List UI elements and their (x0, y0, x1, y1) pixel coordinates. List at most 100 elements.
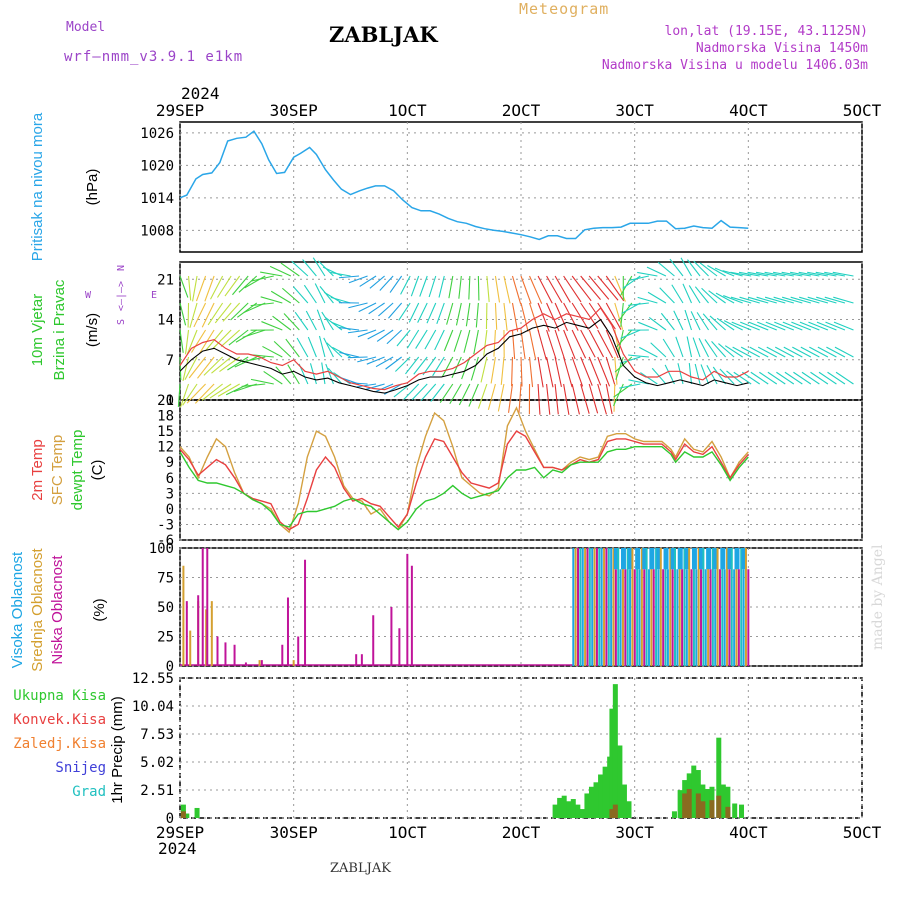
wind-barb (792, 346, 812, 358)
total-precip-bar (602, 766, 608, 818)
wind-barb (338, 275, 360, 279)
y-tick-label-r: 7.53 (140, 727, 174, 743)
wind-barb (546, 356, 554, 388)
y-tick-label-t: 9 (166, 455, 174, 471)
total-precip-bar (598, 774, 604, 818)
wind-barb (511, 275, 522, 305)
wind-barb (709, 315, 726, 331)
wind-dir-south: S (116, 319, 127, 325)
wind-barb (714, 267, 735, 277)
total-precip-bar (552, 804, 558, 818)
wind-barb (439, 383, 454, 403)
wind-barb (563, 329, 576, 360)
wind-barb (446, 302, 454, 325)
wind-barb (508, 383, 514, 413)
wind-barb (680, 257, 692, 277)
x-tick-label-top: 2OCT (502, 101, 541, 120)
wind-barb (597, 383, 607, 415)
wind-barb (520, 275, 532, 304)
wind-barb (620, 302, 624, 327)
wind-barb (194, 383, 215, 404)
wind-barb (781, 271, 803, 277)
y-tick-label-t: -6 (157, 533, 174, 549)
total-precip-bar (566, 801, 572, 818)
total-precip-bar (704, 788, 710, 818)
high-cloud-block (684, 548, 690, 570)
convective-precip-bar (612, 804, 618, 818)
wind-barb (424, 329, 437, 350)
wind-barb (759, 371, 778, 385)
wind-barb (784, 371, 803, 385)
wind-speed-line (179, 318, 749, 394)
wind-barb (461, 356, 471, 380)
high-cloud-block (620, 548, 626, 570)
wind-barb (628, 354, 649, 358)
wind-barb (406, 329, 420, 349)
y-tick-label-p: 1014 (140, 191, 174, 207)
y-tick-label-t: 18 (157, 409, 174, 425)
wind-barb (833, 321, 854, 331)
y-tick-label-c: 100 (149, 541, 174, 557)
wind-barb (187, 275, 192, 301)
wind-barb (228, 329, 249, 346)
wind-barb (723, 320, 743, 331)
wind-barb (188, 356, 207, 379)
wind-barb (443, 329, 454, 352)
wind-barb (693, 260, 709, 277)
wind-barb (500, 356, 505, 385)
convective-precip-bar (686, 788, 692, 818)
total-precip-bar (612, 684, 618, 818)
wind-barb (379, 275, 394, 291)
wind-barb (724, 345, 743, 358)
wind-dir-axis: <—|—> (116, 281, 127, 311)
wind-barb (554, 383, 559, 415)
wind-barb (712, 366, 727, 385)
y-tick-label-t: 0 (166, 502, 174, 518)
wind-barb (688, 285, 701, 304)
wind-barb (605, 356, 616, 387)
wind-barb (211, 356, 232, 374)
wind-barb (413, 356, 428, 375)
wind-barb (546, 329, 557, 360)
wind-barb (648, 316, 667, 331)
wind-barb (529, 275, 543, 304)
high-cloud-block (734, 548, 740, 570)
wind-barb (480, 356, 488, 383)
wind-barb (520, 302, 529, 332)
wind-barb (455, 302, 462, 326)
wind-barb (428, 275, 437, 298)
wind-barb (260, 296, 283, 304)
precip-legend-item: Grad (72, 784, 106, 800)
wind-barb (816, 296, 837, 304)
convective-precip-bar (700, 801, 706, 818)
wind-barb (563, 356, 573, 388)
wind-barb (774, 346, 795, 358)
total-precip-bar (579, 809, 585, 818)
wind-barb (179, 329, 184, 353)
total-precip-bar (557, 797, 563, 818)
wind-barb (708, 290, 726, 304)
wind-barb (660, 312, 675, 331)
high-cloud-block (649, 548, 655, 570)
wind-barb (477, 383, 488, 409)
wind-barb (365, 383, 385, 390)
wind-barb (518, 383, 522, 414)
wind-barb (671, 284, 684, 304)
wind-barb (756, 296, 777, 304)
wind-barb (537, 275, 553, 304)
wind-barb (358, 302, 377, 313)
wind-barb (195, 275, 207, 302)
wind-barb (294, 311, 309, 331)
panel-frame-r (179, 677, 863, 819)
wind-barb (537, 302, 550, 332)
total-precip-bar (725, 786, 731, 818)
wind-barb (179, 275, 189, 298)
wind-dir-north: N (116, 265, 127, 271)
cloud-bars (180, 548, 750, 666)
wind-barb (319, 286, 334, 304)
wind-barb (730, 296, 752, 304)
wind-barb (690, 311, 701, 331)
wind-barb (696, 312, 710, 331)
wind-barb (434, 329, 445, 351)
